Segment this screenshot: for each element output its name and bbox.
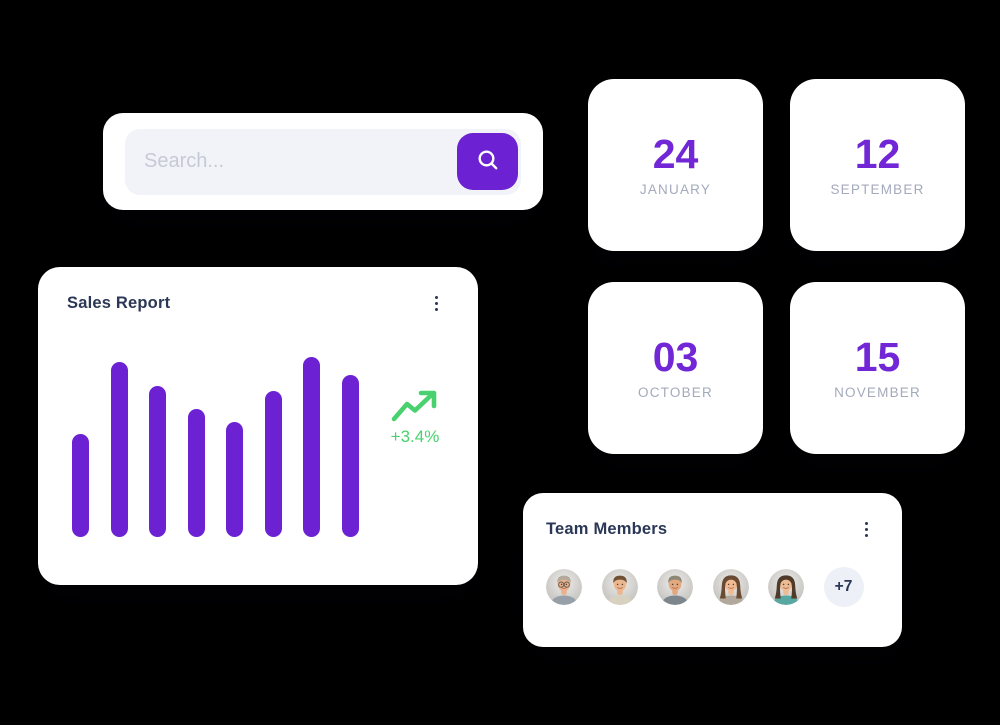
- avatar-man-short-brown-hair[interactable]: [601, 569, 638, 605]
- date-day: 03: [652, 333, 699, 380]
- avatar-man-wavy-gray-hair[interactable]: [657, 569, 693, 605]
- date-day: 24: [652, 130, 699, 177]
- bar: [303, 357, 320, 537]
- team-members-card: Team Members: [523, 493, 902, 647]
- kebab-dot: [434, 301, 438, 306]
- date-card-october[interactable]: 03 OCTOBER: [588, 282, 763, 454]
- team-members-header: Team Members: [523, 493, 902, 540]
- bar: [110, 362, 128, 537]
- date-day: 15: [854, 333, 901, 380]
- date-month: OCTOBER: [638, 384, 713, 400]
- avatar-woman-long-brown-hair[interactable]: [712, 569, 749, 605]
- search-field: [125, 128, 521, 195]
- avatar-overflow-badge[interactable]: +7: [823, 567, 864, 607]
- avatar-row: +7: [546, 567, 864, 607]
- avatar-man-glasses-gray-hair[interactable]: [546, 569, 582, 605]
- bar: [341, 375, 359, 537]
- kebab-menu-icon[interactable]: [861, 519, 872, 540]
- team-members-title: Team Members: [546, 520, 668, 539]
- date-card-september[interactable]: 12 SEPTEMBER: [790, 79, 965, 251]
- kebab-dot: [864, 527, 868, 532]
- search-input[interactable]: [125, 150, 457, 173]
- date-month: JANUARY: [639, 181, 712, 197]
- kebab-dot: [864, 522, 868, 526]
- date-month: NOVEMBER: [834, 384, 921, 400]
- date-month: SEPTEMBER: [830, 181, 925, 197]
- search-button[interactable]: [457, 133, 518, 190]
- bar: [187, 409, 205, 537]
- magnifier-icon: [475, 147, 501, 176]
- sales-report-header: Sales Report: [38, 267, 478, 314]
- avatar-woman-dark-hair-teal-top[interactable]: [768, 569, 804, 605]
- sales-report-title: Sales Report: [67, 294, 171, 313]
- sales-bar-chart: [72, 357, 359, 537]
- bar: [149, 386, 166, 537]
- date-card-november[interactable]: 15 NOVEMBER: [790, 282, 965, 454]
- kebab-menu-icon[interactable]: [431, 293, 442, 314]
- trend-value: +3.4%: [390, 427, 440, 446]
- trending-up-icon: [390, 389, 440, 423]
- trend-indicator: +3.4%: [390, 389, 440, 447]
- sales-report-card: Sales Report +3.4%: [38, 267, 478, 585]
- kebab-dot: [864, 533, 868, 538]
- bar: [226, 422, 243, 537]
- date-card-january[interactable]: 24 JANUARY: [588, 79, 763, 251]
- search-bar-card: [103, 113, 543, 210]
- kebab-dot: [434, 307, 438, 312]
- bar: [264, 391, 282, 537]
- bar: [72, 434, 89, 537]
- date-day: 12: [854, 130, 901, 177]
- kebab-dot: [434, 296, 438, 300]
